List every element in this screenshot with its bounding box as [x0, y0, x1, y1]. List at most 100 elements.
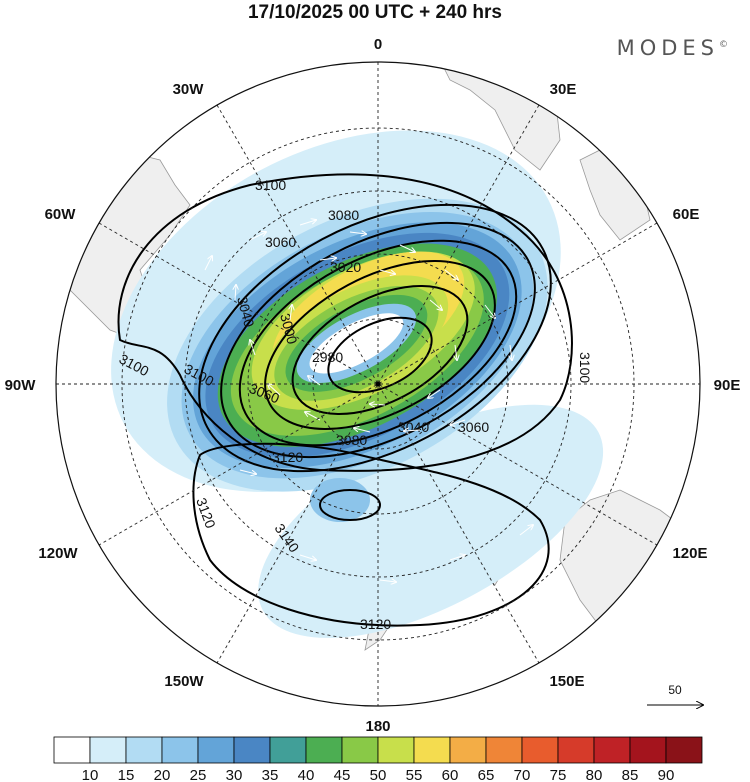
colorbar-swatch [53, 736, 91, 764]
wind-vector [450, 419, 466, 425]
colorbar-tick-label: 80 [586, 767, 603, 782]
colorbar-tick-label: 30 [226, 767, 243, 782]
colorbar-swatch [269, 736, 307, 764]
wind-vector [428, 389, 441, 398]
colorbar-tick-label: 90 [658, 767, 675, 782]
wind-vector [308, 376, 321, 386]
shade-south-blob [310, 478, 370, 522]
longitude-label: 150E [549, 673, 584, 690]
wind-vector [249, 232, 266, 241]
meridian [216, 104, 540, 664]
graticule [56, 62, 700, 706]
longitude-label: 60W [45, 206, 77, 223]
contour-3100 [117, 173, 573, 472]
wind-vector [519, 525, 533, 536]
longitude-label: 120W [38, 545, 78, 562]
south-pole-marker [375, 381, 381, 387]
longitude-labels: 0 30E 60E 90E 120E 150E 180 150W 120W 90… [5, 36, 741, 735]
colorbar-swatch [629, 736, 667, 764]
colorbar-tick-label: 85 [622, 767, 639, 782]
wind-vector [370, 404, 386, 405]
colorbar-tick-label: 40 [298, 767, 315, 782]
brand-name: MODES [616, 36, 719, 60]
contour-label: 3060 [265, 234, 296, 250]
wind-vector [539, 174, 556, 185]
wind-vectors [204, 174, 594, 582]
wind-vector [379, 269, 395, 274]
contour-label: 3040 [398, 419, 429, 435]
colorbar-tick-label: 25 [190, 767, 207, 782]
shade-south [258, 404, 604, 638]
longitude-label: 30E [550, 81, 577, 98]
wind-vector [429, 299, 442, 310]
wind-vector [579, 199, 594, 210]
colorbar-swatch [377, 736, 415, 764]
colorbar-swatch [521, 736, 559, 764]
colorbar-swatch [233, 736, 271, 764]
reference-vector-label: 50 [668, 683, 682, 697]
contour-label: 3080 [336, 432, 367, 448]
contour-3060 [220, 221, 536, 459]
colorbar: 10 15 20 25 30 35 40 45 50 55 60 65 70 75 80 85 90 [53, 736, 703, 782]
colorbar-swatch [665, 736, 703, 764]
colorbar-swatch [593, 736, 631, 764]
height-contours [117, 173, 573, 627]
wind-vector [250, 340, 256, 356]
wind-vector [510, 344, 512, 360]
wind-vector [349, 232, 366, 234]
longitude-label: 60E [673, 206, 700, 223]
colorbar-swatch [197, 736, 235, 764]
longitude-label: 90W [5, 377, 37, 394]
colorbar-tick-label: 55 [406, 767, 423, 782]
wind-vector [268, 384, 281, 396]
contour-label: 3120 [272, 449, 303, 465]
colorbar-tick-label: 45 [334, 767, 351, 782]
land-africa-2 [579, 149, 651, 241]
map-interior: 3100 3080 3060 3040 3020 3000 2980 3100 … [56, 62, 700, 706]
colorbar-swatch [413, 736, 451, 764]
land-australia [559, 489, 700, 671]
colorbar-tick-label: 35 [262, 767, 279, 782]
contour-label: 3100 [255, 177, 286, 193]
chart-title: 17/10/2025 00 UTC + 240 hrs [247, 2, 503, 23]
wind-vector [290, 305, 292, 321]
wind-vector [444, 269, 458, 280]
colorbar-tick-label: 65 [478, 767, 495, 782]
wind-vector [484, 304, 495, 318]
colorbar-tick-label: 70 [514, 767, 531, 782]
wind-vector [299, 554, 316, 560]
colorbar-tick-label: 60 [442, 767, 459, 782]
contour-3000 [291, 284, 469, 416]
contour-label: 3120 [360, 616, 391, 632]
wind-vector [495, 394, 506, 406]
wind-vector [319, 258, 336, 260]
wind-vector [379, 580, 396, 582]
contour-3040 [238, 239, 518, 447]
contour-3140 [319, 489, 381, 521]
longitude-label: 120E [672, 545, 707, 562]
colorbar-tick-label: 50 [370, 767, 387, 782]
wind-vector [449, 555, 465, 561]
wind-vector [404, 430, 421, 431]
longitude-label: 30W [173, 81, 205, 98]
brand-mark: © [719, 40, 728, 50]
meridian [98, 222, 658, 546]
contour-label: 3080 [328, 207, 359, 223]
wind-vector [354, 428, 371, 433]
map-boundary [55, 61, 701, 707]
colorbar-swatch [485, 736, 523, 764]
wind-vector [455, 344, 457, 360]
colorbar-swatch [161, 736, 199, 764]
wind-vector [204, 256, 212, 271]
colorbar-tick-label: 75 [550, 767, 567, 782]
colorbar-swatch [125, 736, 163, 764]
colorbar-swatch [89, 736, 127, 764]
meridian [216, 104, 540, 664]
longitude-label: 0 [374, 36, 382, 53]
wind-vector [299, 220, 316, 226]
colorbar-swatch [557, 736, 595, 764]
longitude-label: 150W [164, 673, 204, 690]
wind-vector [235, 285, 236, 301]
contour-label: 3000 [277, 312, 301, 346]
